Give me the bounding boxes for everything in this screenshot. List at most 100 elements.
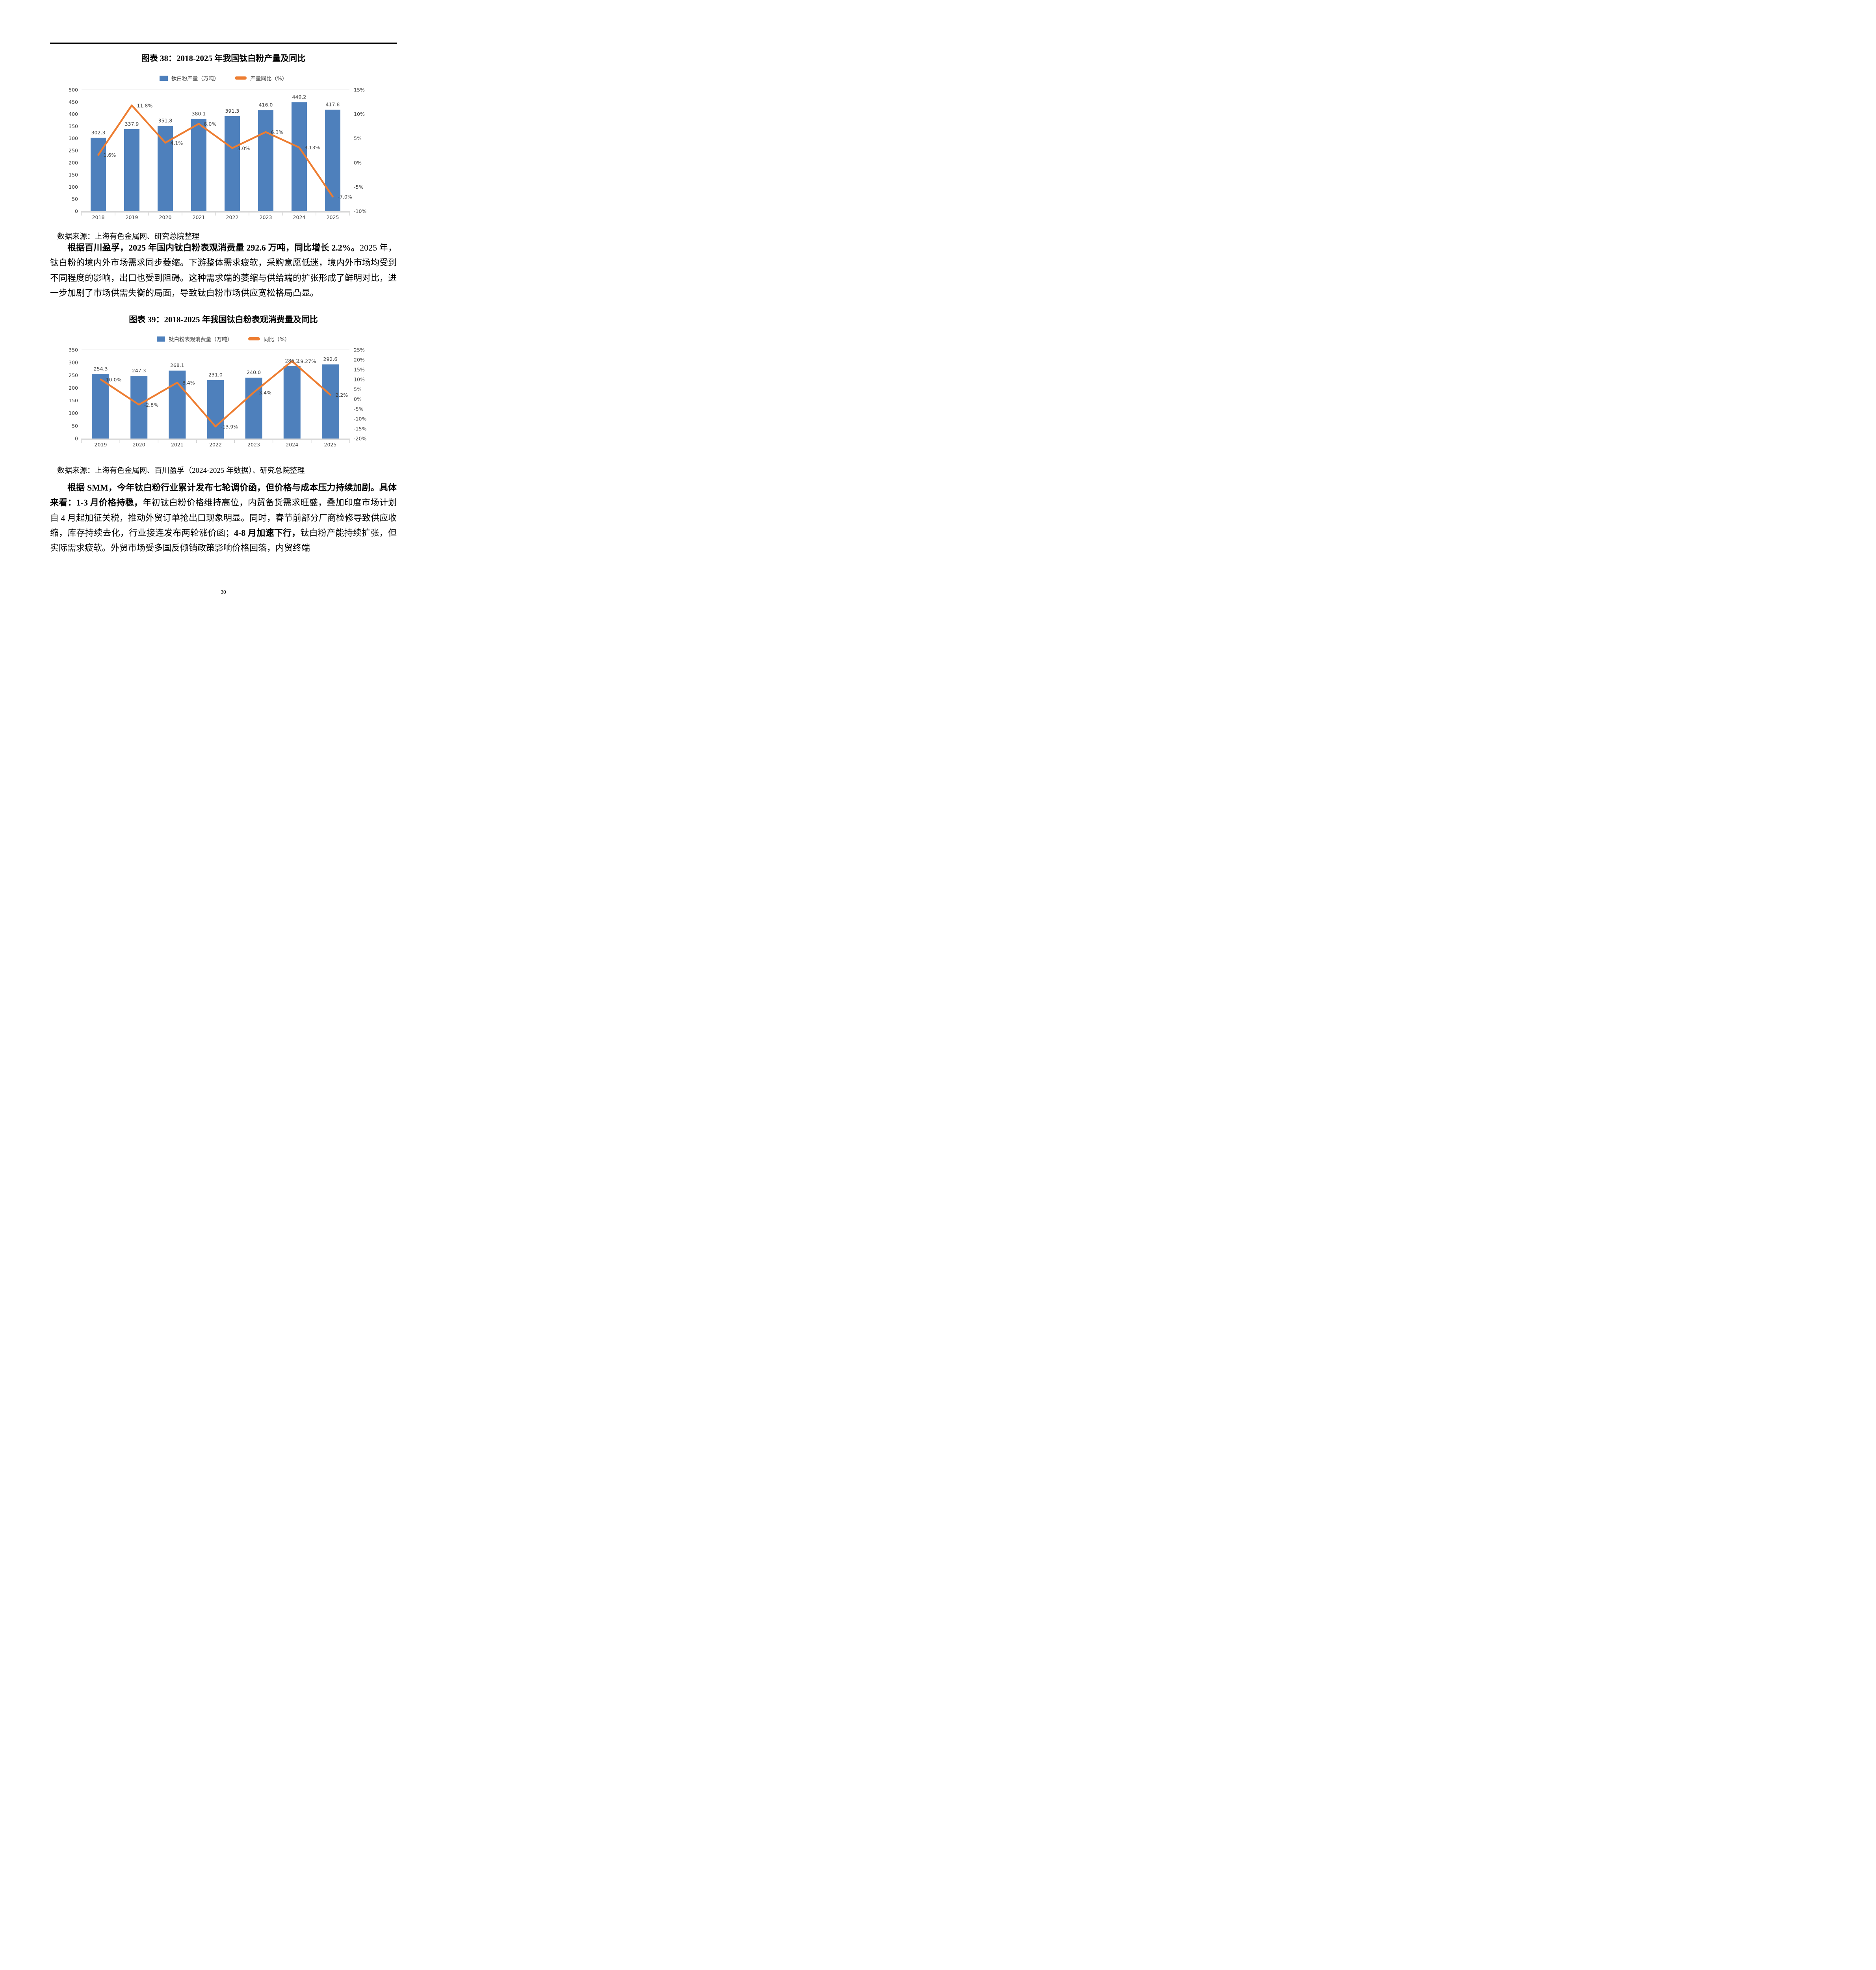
left-axis-tick: 250	[69, 148, 78, 154]
bar-value-label: 380.1	[192, 111, 206, 117]
left-axis-tick: 100	[69, 410, 78, 416]
right-axis-tick: -10%	[354, 416, 366, 422]
chart38-title: 图表 38：2018-2025 年我国钛白粉产量及同比	[141, 54, 306, 63]
bar-value-label: 231.0	[208, 372, 223, 378]
x-axis-label: 2023	[247, 442, 260, 448]
x-axis-label: 2025	[324, 442, 337, 448]
bar-2020	[130, 376, 148, 439]
chart38-legend: 钛白粉产量（万吨） 产量同比（%）	[0, 74, 447, 82]
legend-item: 产量同比（%）	[235, 74, 287, 82]
right-axis-tick: 15%	[354, 87, 365, 93]
bar-value-label: 240.0	[247, 370, 261, 375]
legend-label: 同比（%）	[264, 336, 290, 343]
paragraph-1: 根据百川盈孚，2025 年国内钛白粉表观消费量 292.6 万吨，同比增长 2.…	[50, 240, 397, 301]
header-rule	[50, 43, 397, 44]
bold-text-run: 具体来看：1-3 月价格持稳，	[50, 483, 397, 508]
page-number: 30	[221, 589, 226, 595]
right-axis-tick: 10%	[354, 377, 365, 383]
line-value-label: -2.8%	[144, 402, 158, 408]
x-axis-label: 2019	[126, 214, 138, 220]
left-axis-tick: 200	[69, 385, 78, 391]
bar-2021	[191, 119, 206, 211]
x-axis-label: 2020	[133, 442, 145, 448]
bold-text-run: 根据 SMM，今年钛白粉行业累计发布七轮调价函，但价格与成本压力持续加剧。	[67, 483, 379, 492]
legend-item: 同比（%）	[248, 335, 290, 343]
x-axis-label: 2021	[193, 214, 205, 220]
bar-value-label: 337.9	[125, 121, 139, 127]
x-axis-label: 2024	[286, 442, 298, 448]
line-value-label: 2.2%	[335, 392, 348, 398]
bar-value-label: 302.3	[91, 130, 106, 136]
legend-label: 产量同比（%）	[250, 76, 288, 82]
line-value-label: -7.0%	[338, 194, 352, 200]
x-axis-label: 2022	[209, 442, 222, 448]
right-axis-tick: 5%	[354, 387, 362, 392]
left-axis-tick: 400	[69, 111, 78, 117]
x-axis-label: 2025	[327, 214, 339, 220]
left-axis-tick: 300	[69, 360, 78, 366]
bar-2024	[283, 366, 301, 439]
legend-bar-swatch	[159, 75, 168, 81]
bar-2025	[325, 110, 340, 211]
left-axis-tick: 450	[69, 99, 78, 105]
right-axis-tick: 0%	[354, 396, 362, 402]
bar-2024	[292, 102, 307, 211]
bar-2023	[258, 110, 273, 211]
legend-label: 钛白粉产量（万吨）	[171, 76, 219, 82]
bar-value-label: 449.2	[292, 94, 306, 100]
right-axis-tick: -5%	[354, 406, 363, 412]
legend-item: 钛白粉表观消费量（万吨）	[157, 335, 232, 343]
left-axis-tick: 350	[69, 123, 78, 129]
legend-line-swatch	[248, 337, 260, 340]
right-axis-tick: -20%	[354, 436, 366, 442]
line-value-label: 3.13%	[305, 145, 320, 151]
line-value-label: 10.0%	[106, 377, 122, 383]
line-value-label: 11.8%	[137, 102, 153, 108]
legend-line-swatch	[235, 76, 247, 80]
x-axis-label: 2019	[95, 442, 107, 448]
chart39-title: 图表 39：2018-2025 年我国钛白粉表观消费量及同比	[129, 315, 318, 324]
legend-label: 钛白粉表观消费量（万吨）	[169, 336, 233, 343]
right-axis-tick: 5%	[354, 136, 362, 141]
right-axis-tick: 0%	[354, 160, 362, 165]
line-value-label: 1.6%	[104, 152, 116, 158]
bar-value-label: 417.8	[326, 102, 340, 108]
left-axis-tick: 0	[75, 208, 78, 214]
bar-value-label: 254.3	[94, 366, 108, 372]
line-value-label: 3.4%	[259, 390, 271, 396]
line-value-label: 19.27%	[297, 359, 316, 364]
x-axis-label: 2018	[92, 214, 105, 220]
left-axis-tick: 0	[75, 436, 78, 442]
text-run: 年初钛白粉价格维持高位，内贸备货需求旺盛，叠加印度市场计划自 4 月起加征关税，…	[50, 498, 397, 538]
bar-2019	[92, 374, 110, 439]
x-axis-label: 2021	[171, 442, 184, 448]
bar-2025	[321, 364, 339, 439]
yoy-line	[97, 104, 334, 198]
bar-value-label: 292.6	[323, 356, 338, 362]
x-axis-label: 2022	[226, 214, 239, 220]
bar-value-label: 391.3	[225, 108, 240, 114]
right-axis-tick: 20%	[354, 357, 365, 363]
paragraph-2: 根据 SMM，今年钛白粉行业累计发布七轮调价函，但价格与成本压力持续加剧。具体来…	[50, 480, 397, 556]
bar-2019	[124, 129, 139, 211]
left-axis-tick: 150	[69, 398, 78, 403]
bar-2018	[91, 138, 106, 211]
chart38-plot: 50045040035030025020015010050015%10%5%0%…	[69, 87, 366, 221]
report-page: 图表 38：2018-2025 年我国钛白粉产量及同比 钛白粉产量（万吨） 产量同…	[0, 0, 447, 632]
left-axis-tick: 250	[69, 372, 78, 378]
right-axis-tick: 15%	[354, 367, 365, 373]
legend-item: 钛白粉产量（万吨）	[159, 74, 219, 82]
chart39-legend: 钛白粉表观消费量（万吨） 同比（%）	[0, 335, 447, 343]
x-axis-label: 2024	[293, 214, 306, 220]
bar-value-label: 351.8	[158, 117, 173, 123]
bold-text-run: 4-8 月加速下行，	[234, 528, 301, 538]
right-axis-tick: 25%	[354, 347, 365, 353]
bar-2022	[207, 380, 224, 439]
left-axis-tick: 100	[69, 184, 78, 190]
text-run: 2025 年，钛白粉的境内外市场需求同步萎缩。下游整体需求疲软，采购意愿低迷，境…	[50, 243, 397, 298]
yoy-line	[100, 360, 331, 427]
left-axis-tick: 50	[72, 423, 78, 429]
bar-value-label: 268.1	[170, 362, 184, 368]
line-value-label: 8.4%	[182, 380, 195, 386]
x-axis-label: 2020	[159, 214, 172, 220]
